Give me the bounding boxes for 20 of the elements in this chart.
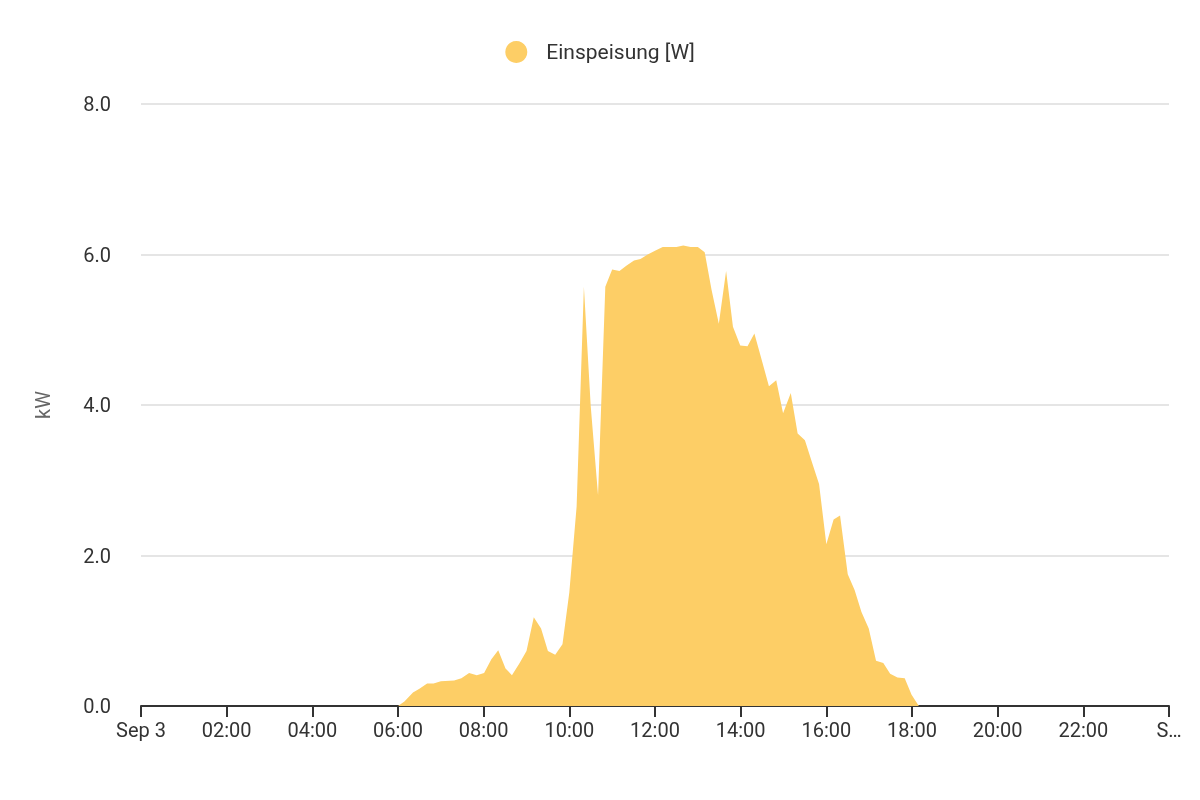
y-tick-label: 6.0 — [83, 242, 111, 267]
y-tick-label: 8.0 — [83, 92, 111, 116]
x-tick-label: 22:00 — [1058, 718, 1109, 742]
x-tick-label: 18:00 — [887, 718, 937, 742]
y-tick-label: 0.0 — [83, 694, 111, 718]
y-axis-title: kW — [31, 390, 55, 419]
x-tick-label: 02:00 — [201, 718, 252, 742]
x-tick-label: 08:00 — [458, 718, 509, 742]
y-tick-label: 4.0 — [83, 393, 111, 417]
x-tick-label: 20:00 — [972, 718, 1023, 742]
x-tick-label: 10:00 — [544, 718, 595, 742]
x-tick-label: Sep 3 — [116, 718, 166, 742]
x-tick-label: 12:00 — [630, 718, 680, 742]
x-tick-label: 04:00 — [287, 718, 338, 742]
y-tick-label: 2.0 — [83, 543, 111, 568]
x-tick-label: 16:00 — [801, 718, 852, 742]
x-tick-label: 06:00 — [373, 718, 423, 742]
x-tick-label: 14:00 — [715, 718, 766, 742]
x-tick-label: S… — [1156, 718, 1182, 742]
legend-label: Einspeisung [W] — [546, 40, 695, 64]
